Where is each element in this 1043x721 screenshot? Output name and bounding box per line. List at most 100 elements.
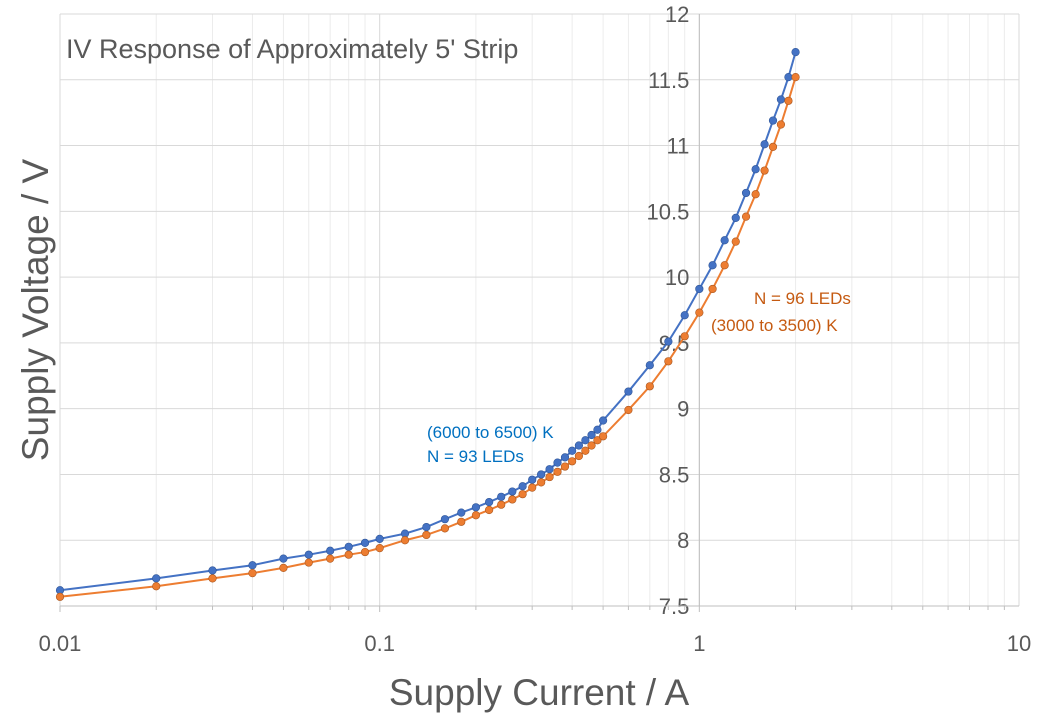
data-point-series-1 (208, 566, 217, 575)
data-point-series-2 (768, 142, 778, 151)
data-point-series-2 (508, 495, 517, 504)
annotation-blue-line2: N = 93 LEDs (427, 447, 524, 466)
data-point-series-2 (375, 544, 384, 553)
annotation-blue-line1: (6000 to 6500) K (427, 423, 554, 442)
data-point-series-1 (574, 441, 583, 450)
data-point-series-1 (568, 446, 577, 455)
data-point-series-2 (497, 500, 506, 509)
data-point-series-1 (760, 140, 769, 149)
data-point-series-1 (768, 116, 778, 125)
data-point-series-2 (485, 505, 494, 515)
y-tick-label: 11.5 (648, 68, 689, 93)
y-tick-label: 9 (677, 397, 689, 422)
data-point-series-1 (695, 284, 704, 294)
data-point-series-2 (344, 550, 353, 559)
data-point-series-1 (560, 453, 570, 462)
data-point-series-2 (776, 120, 786, 129)
data-point-series-2 (680, 332, 689, 341)
data-point-series-1 (587, 430, 596, 440)
data-point-series-2 (624, 405, 633, 415)
y-tick-label: 8 (677, 528, 689, 553)
data-point-series-2 (518, 490, 527, 499)
data-point-series-2 (528, 483, 537, 492)
data-point-series-1 (518, 482, 527, 491)
data-point-series-2 (553, 467, 562, 476)
data-point-series-2 (695, 308, 704, 317)
data-point-series-2 (791, 73, 800, 82)
data-point-series-1 (422, 522, 431, 532)
data-point-series-1 (304, 550, 313, 559)
data-point-series-1 (545, 465, 554, 474)
data-point-series-2 (560, 462, 570, 471)
data-point-series-1 (791, 48, 800, 57)
data-point-series-2 (741, 212, 751, 221)
data-point-series-1 (720, 236, 729, 245)
series-layer (55, 48, 800, 601)
text-layer: IV Response of Approximately 5' Strip Su… (15, 34, 851, 713)
data-point-series-2 (55, 592, 65, 601)
data-point-series-2 (708, 284, 717, 294)
data-point-series-2 (304, 558, 313, 567)
data-point-series-2 (545, 472, 554, 482)
data-point-series-1 (471, 503, 480, 512)
data-point-series-2 (457, 517, 466, 526)
data-point-series-2 (645, 382, 654, 391)
data-point-series-1 (680, 311, 689, 320)
data-point-series-2 (471, 511, 480, 520)
data-point-series-1 (581, 436, 590, 445)
data-point-series-2 (360, 547, 370, 557)
annotation-orange-line1: N = 96 LEDs (754, 289, 851, 308)
data-point-series-1 (731, 213, 740, 223)
data-point-series-1 (528, 475, 537, 484)
x-tick-label: 1 (693, 631, 705, 656)
data-point-series-2 (751, 190, 760, 199)
data-point-series-2 (537, 478, 546, 487)
data-point-series-1 (741, 188, 751, 198)
data-point-series-2 (279, 563, 288, 572)
data-point-series-1 (279, 554, 288, 563)
data-point-series-2 (599, 432, 608, 441)
data-point-series-2 (326, 554, 335, 563)
data-point-series-2 (731, 237, 740, 246)
data-point-series-2 (574, 451, 583, 461)
data-point-series-1 (751, 165, 760, 174)
data-point-series-2 (593, 436, 602, 445)
y-axis-title: Supply Voltage / V (15, 158, 56, 461)
data-point-series-1 (457, 508, 466, 517)
data-point-series-1 (497, 492, 506, 501)
data-point-series-1 (537, 470, 546, 479)
data-point-series-2 (152, 582, 161, 591)
data-point-series-1 (508, 487, 517, 496)
data-point-series-1 (708, 261, 717, 270)
data-point-series-2 (440, 524, 450, 533)
data-point-series-1 (344, 542, 353, 551)
data-point-series-1 (375, 534, 384, 544)
x-tick-label: 0.01 (39, 631, 82, 656)
y-tick-label: 10.5 (647, 199, 690, 224)
y-tick-label: 10 (665, 265, 689, 290)
data-point-series-1 (360, 538, 370, 547)
data-point-series-2 (422, 530, 431, 540)
data-point-series-2 (568, 457, 577, 466)
data-point-series-1 (326, 546, 335, 555)
y-tick-label: 11 (666, 134, 689, 159)
data-point-series-1 (664, 337, 673, 346)
data-point-series-1 (776, 95, 786, 104)
data-point-series-1 (599, 416, 608, 425)
data-point-series-1 (593, 425, 602, 434)
data-point-series-2 (400, 536, 410, 545)
annotation-orange-line2: (3000 to 3500) K (711, 316, 838, 335)
data-point-series-1 (248, 561, 257, 570)
y-tick-label: 8.5 (659, 462, 690, 487)
data-point-series-2 (720, 261, 729, 270)
data-point-series-2 (664, 357, 673, 366)
data-point-series-1 (645, 361, 654, 370)
data-point-series-1 (553, 458, 562, 467)
data-point-series-1 (624, 387, 633, 396)
data-point-series-2 (587, 441, 596, 450)
data-point-series-2 (760, 166, 769, 175)
chart-title: IV Response of Approximately 5' Strip (66, 34, 518, 64)
data-point-series-2 (248, 569, 257, 578)
